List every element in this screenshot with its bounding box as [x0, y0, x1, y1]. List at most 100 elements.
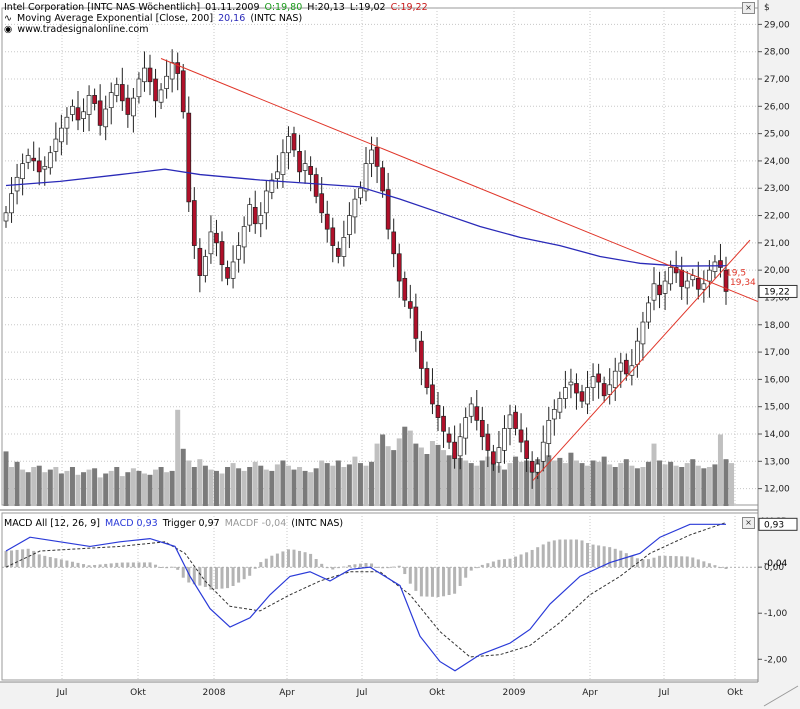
macdf-bar: [724, 567, 728, 569]
candle-body: [136, 78, 142, 98]
volume-bar: [335, 460, 341, 506]
price-tick-label: 29,00: [764, 20, 790, 30]
macdf-bar: [298, 550, 302, 568]
macd-value-badge: [758, 517, 798, 531]
volume-bar: [125, 472, 131, 506]
volume-bar: [164, 472, 170, 506]
volume-bar: [241, 470, 247, 506]
time-tick-label: Jul: [658, 688, 670, 698]
volume-bar: [701, 468, 707, 506]
volume-bar: [208, 469, 214, 506]
candle-body: [236, 245, 241, 260]
macdf-bar: [43, 555, 47, 568]
volume-bar: [679, 467, 685, 506]
candle-body: [131, 97, 136, 117]
macdf-bar: [48, 557, 52, 568]
macdf-bar: [4, 551, 8, 568]
macdf-bar: [303, 552, 307, 568]
volume-bar: [380, 434, 386, 506]
trigger-line: [5, 522, 727, 658]
macdf-bar: [563, 539, 567, 568]
candle-body: [407, 301, 413, 309]
volume-bar: [723, 459, 729, 506]
volume-bar: [31, 467, 37, 506]
macdf-bar: [547, 541, 551, 568]
candle-body: [324, 213, 330, 230]
macdf-bar: [115, 562, 119, 568]
candle-body: [175, 62, 181, 74]
volume-bar: [219, 473, 225, 506]
macdf-bar: [154, 564, 158, 568]
macdf-bar: [109, 563, 113, 568]
macdf-bar: [552, 540, 556, 568]
candle-body: [690, 275, 696, 281]
macd-badge-label: 0,93: [764, 520, 784, 530]
volume-bar: [374, 443, 380, 506]
candle-body: [396, 253, 402, 282]
price-tick-label: 14,00: [764, 430, 790, 440]
trend-label-2: 19,34: [730, 278, 756, 288]
candle-body: [330, 227, 336, 246]
last-price-badge: [758, 284, 798, 298]
candle-body: [457, 436, 463, 457]
volume-bar: [86, 469, 92, 506]
volume-bar: [573, 460, 579, 506]
macdf-bar: [26, 548, 30, 568]
macdf-bar: [475, 567, 479, 569]
volume-bar: [717, 434, 723, 506]
candle-body: [147, 67, 153, 83]
bar-date: 01.11.2009: [205, 2, 260, 13]
candle-body: [302, 163, 308, 171]
macd-pane: [1, 512, 759, 681]
macdf-bar: [453, 567, 457, 594]
price-tick-label: 20,00: [764, 266, 790, 276]
time-axis-strip: [0, 682, 800, 709]
volume-bar: [175, 409, 181, 506]
axis-strip: [758, 0, 800, 709]
macdf-bar: [281, 551, 285, 568]
volume-bar: [629, 465, 635, 506]
candle-body: [651, 283, 657, 301]
macdf-bar: [198, 567, 202, 586]
close-macd-pane-button[interactable]: ×: [742, 517, 755, 529]
candle-body: [646, 302, 651, 323]
macd-tick-label: 0,00: [764, 563, 784, 573]
macdf-bar: [253, 567, 257, 569]
macdf-bar: [597, 545, 601, 568]
candle-body: [335, 247, 341, 257]
candle-body: [518, 429, 524, 443]
candle-body: [502, 428, 507, 451]
macdf-bar: [259, 562, 263, 568]
volume-bar: [695, 465, 701, 506]
volume-bars: [3, 409, 735, 506]
candle-body: [252, 206, 258, 225]
volume-bar: [429, 441, 435, 506]
volume-bar: [291, 469, 297, 506]
candle-body: [524, 440, 529, 459]
volume-bar: [3, 451, 9, 506]
candle-body: [441, 415, 446, 432]
macdf-bar: [59, 559, 63, 568]
macdf-bar: [403, 567, 407, 575]
macdf-bar: [286, 549, 290, 568]
macdf-bar: [674, 556, 678, 568]
candle-body: [430, 384, 435, 405]
volume-bar: [247, 467, 253, 506]
candle-body: [352, 198, 358, 218]
volume-bar: [562, 463, 568, 506]
trend-label-1: 19,5: [726, 269, 746, 279]
macdf-bar: [220, 567, 224, 589]
macdf-bar: [469, 567, 473, 571]
price-tick-label: 15,00: [764, 403, 790, 413]
macdf-bar: [419, 567, 423, 597]
candle-body: [695, 277, 701, 290]
macd-header: MACD All [12, 26, 9] MACD 0,93 Trigger 0…: [4, 518, 345, 529]
close-price-pane-button[interactable]: ×: [742, 2, 755, 14]
price-tick-label: 21,00: [764, 239, 790, 249]
macdf-bar: [347, 565, 351, 568]
macdf-bar: [497, 559, 501, 568]
macdf-bar: [176, 567, 180, 570]
candle-body: [679, 269, 685, 287]
ma-symbol: (INTC NAS): [250, 13, 303, 24]
volume-bar: [285, 465, 291, 506]
